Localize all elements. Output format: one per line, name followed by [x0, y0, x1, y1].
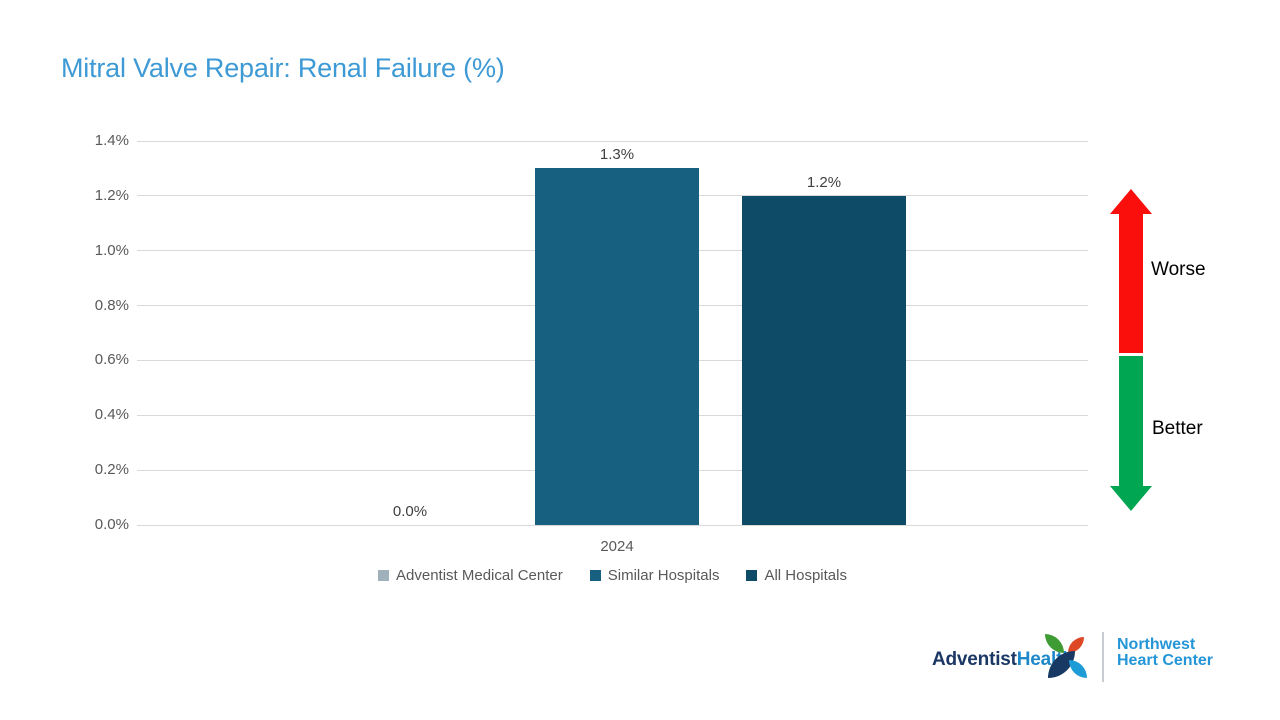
y-axis-tick-label: 1.4%	[94, 132, 129, 149]
gridline	[137, 140, 1088, 142]
division-name: Northwest Heart Center	[1117, 637, 1213, 669]
legend-label: All Hospitals	[764, 567, 847, 584]
legend-label: Similar Hospitals	[607, 567, 720, 584]
better-arrow-down-icon	[1110, 356, 1152, 511]
y-axis-tick-label: 0.4%	[94, 406, 129, 424]
x-axis-category-label: 2024	[600, 538, 634, 555]
y-axis-tick-label: 1.0%	[94, 241, 129, 259]
legend-item-adventist-medical-center: Adventist Medical Center	[378, 567, 563, 584]
better-label: Better	[1152, 418, 1203, 439]
gridline	[137, 524, 1088, 526]
legend-swatch-icon	[589, 570, 601, 581]
y-axis-tick-label: 1.2%	[94, 186, 129, 204]
leaf-green-icon	[1045, 634, 1064, 653]
chart-legend: Adventist Medical Center Similar Hospital…	[137, 567, 1088, 584]
data-label-all-hospitals: 1.2%	[806, 173, 842, 191]
worse-better-arrow	[1110, 189, 1152, 511]
y-axis-tick-label: 0.8%	[94, 296, 129, 314]
chart-plot-area: 1.4% 1.2% 1.0% 0.8% 0.6% 0.4% 0.2% 0.0% 0.0% 1.3%…	[95, 132, 1088, 555]
y-axis-tick-label: 0.6%	[94, 351, 129, 369]
data-label-similar-hospitals: 1.3%	[599, 146, 635, 164]
legend-swatch-icon	[378, 570, 389, 581]
division-line2: Heart Center	[1117, 652, 1214, 669]
bar-similar-hospitals	[535, 168, 699, 525]
y-axis-tick-label: 0.2%	[94, 461, 129, 479]
logo-word-adventist: Adventist	[932, 649, 1017, 670]
legend-label: Adventist Medical Center	[396, 567, 563, 584]
leaf-blue-icon	[1069, 660, 1087, 678]
worse-arrow-up-icon	[1110, 189, 1152, 353]
worse-label: Worse	[1151, 259, 1206, 280]
division-line1: Northwest	[1117, 636, 1196, 653]
data-label-adventist-medical-center: 0.0%	[392, 503, 428, 520]
pinwheel-leaf-logo-icon	[1042, 634, 1088, 684]
legend-item-similar-hospitals: Similar Hospitals	[589, 567, 720, 584]
legend-swatch-icon	[746, 570, 758, 581]
logo-divider	[1102, 632, 1104, 682]
bar-all-hospitals	[742, 195, 906, 525]
page-title: Mitral Valve Repair: Renal Failure (%)	[61, 53, 505, 83]
y-axis-tick-label: 0.0%	[94, 516, 129, 533]
legend-item-all-hospitals: All Hospitals	[746, 567, 847, 584]
